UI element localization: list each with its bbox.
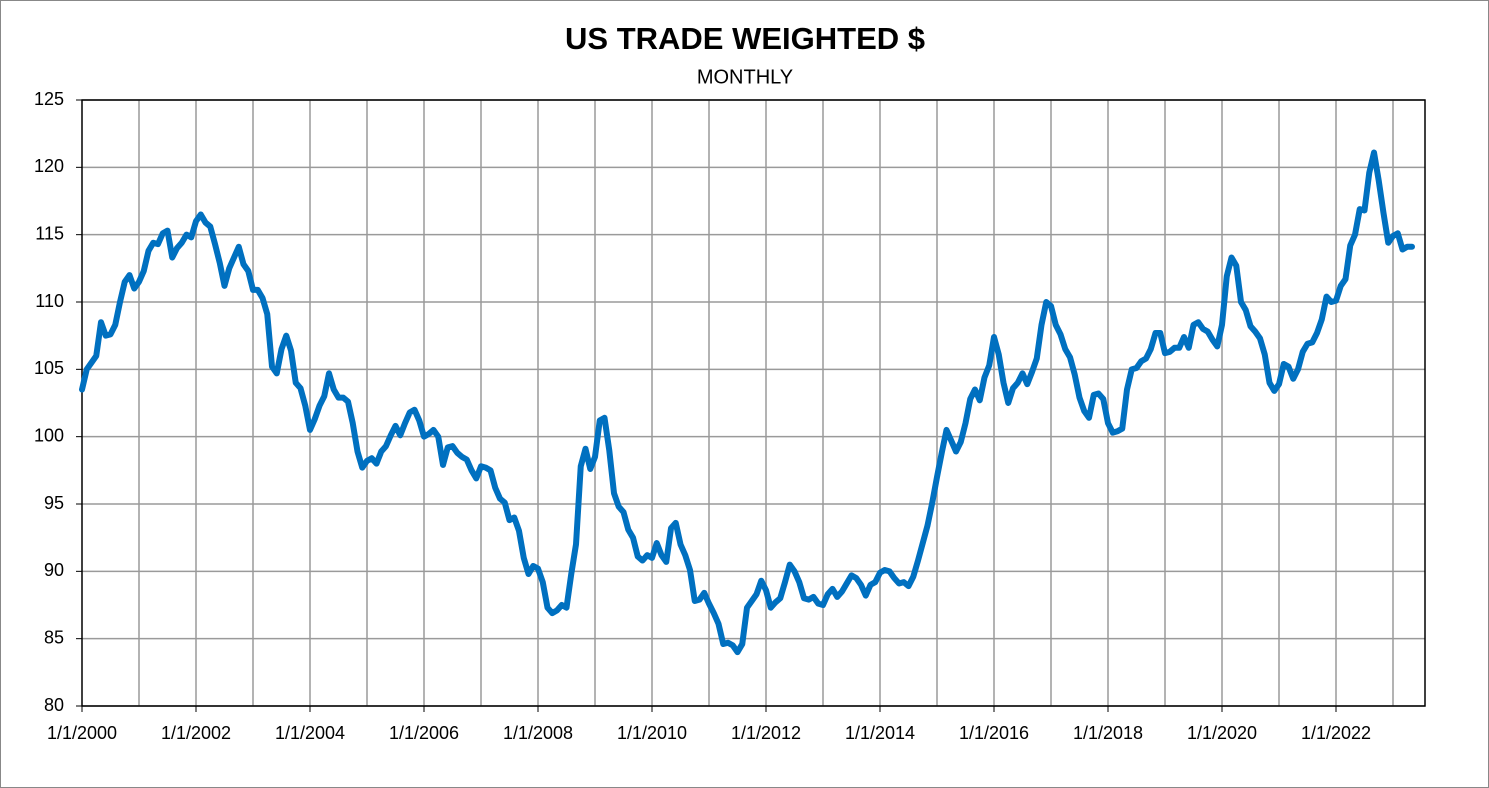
y-tick-label: 125 — [34, 89, 64, 109]
y-tick-label: 95 — [44, 493, 64, 513]
y-tick-label: 100 — [34, 425, 64, 445]
x-tick-label: 1/1/2016 — [959, 723, 1029, 743]
data-line — [79, 149, 1415, 656]
y-tick-label: 85 — [44, 627, 64, 647]
x-tick-label: 1/1/2012 — [731, 723, 801, 743]
x-tick-label: 1/1/2008 — [503, 723, 573, 743]
y-tick-label: 90 — [44, 560, 64, 580]
y-tick-label: 120 — [34, 156, 64, 176]
x-tick-label: 1/1/2022 — [1301, 723, 1371, 743]
x-tick-label: 1/1/2000 — [47, 723, 117, 743]
chart-title: US TRADE WEIGHTED $ — [565, 21, 925, 56]
chart-subtitle: MONTHLY — [697, 66, 793, 88]
x-tick-label: 1/1/2004 — [275, 723, 345, 743]
x-tick-label: 1/1/2002 — [161, 723, 231, 743]
y-tick-label: 115 — [35, 223, 64, 243]
y-tick-label: 105 — [34, 358, 64, 378]
x-tick-label: 1/1/2018 — [1073, 723, 1143, 743]
y-tick-label: 110 — [35, 291, 64, 311]
x-tick-label: 1/1/2006 — [389, 723, 459, 743]
y-tick-label: 80 — [44, 695, 64, 715]
x-tick-label: 1/1/2020 — [1187, 723, 1257, 743]
x-tick-label: 1/1/2014 — [845, 723, 915, 743]
x-tick-label: 1/1/2010 — [617, 723, 687, 743]
plot-border — [81, 99, 1426, 707]
